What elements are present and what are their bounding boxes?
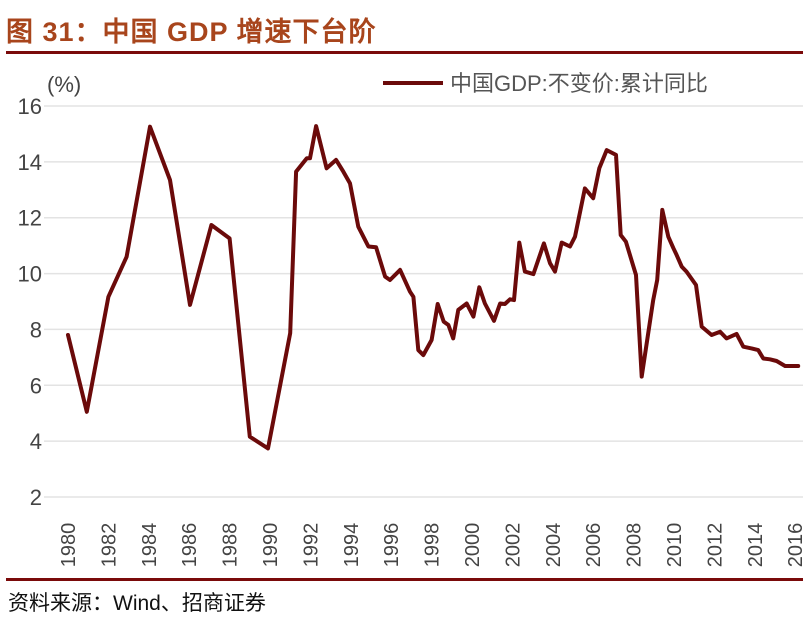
y-tick-label: 4 — [30, 429, 42, 454]
x-tick-label: 1980 — [58, 523, 80, 568]
chart-title: 图 31：中国 GDP 增速下台阶 — [6, 17, 377, 47]
footer-divider — [6, 578, 803, 581]
y-axis-ticks: 2 4 6 8 10 12 14 16 — [18, 94, 42, 510]
x-tick-label: 1994 — [341, 523, 363, 568]
x-tick-label: 1988 — [220, 523, 242, 568]
y-tick-label: 12 — [18, 206, 42, 231]
y-tick-label: 14 — [18, 150, 42, 175]
legend-label: 中国GDP:不变价:累计同比 — [450, 71, 708, 96]
x-tick-label: 1982 — [98, 523, 120, 568]
x-tick-label: 1996 — [381, 523, 403, 568]
x-tick-label: 2006 — [583, 523, 605, 568]
y-tick-label: 2 — [30, 485, 42, 510]
x-tick-label: 1990 — [260, 523, 282, 568]
gridlines — [44, 105, 803, 498]
y-axis-unit: (%) — [47, 72, 81, 97]
x-tick-label: 2004 — [543, 523, 565, 568]
x-tick-label: 1984 — [139, 523, 161, 568]
y-tick-label: 8 — [30, 317, 42, 342]
x-tick-label: 2008 — [624, 523, 646, 568]
source-note: 资料来源：Wind、招商证券 — [8, 592, 266, 615]
x-axis-ticks: 1980 1982 1984 1986 1988 1990 1992 1994 1996 1998… — [58, 523, 803, 568]
x-tick-label: 1992 — [300, 523, 322, 568]
title-divider — [6, 51, 803, 54]
x-tick-label: 2002 — [502, 523, 524, 568]
y-tick-label: 6 — [30, 373, 42, 398]
x-tick-label: 1998 — [422, 523, 444, 568]
x-tick-label: 2016 — [785, 523, 803, 568]
x-tick-label: 2012 — [704, 523, 726, 568]
series-line-china-gdp — [66, 124, 801, 451]
x-tick-label: 1986 — [179, 523, 201, 568]
x-tick-label: 2000 — [462, 523, 484, 568]
y-tick-label: 10 — [18, 262, 42, 287]
y-tick-label: 16 — [18, 94, 42, 119]
x-tick-label: 2010 — [664, 523, 686, 568]
x-tick-label: 2014 — [745, 523, 767, 568]
